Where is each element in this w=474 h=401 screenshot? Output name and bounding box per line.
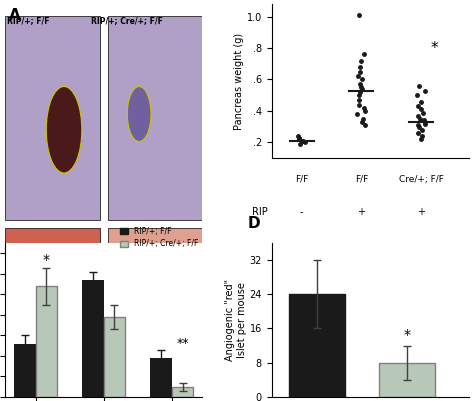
FancyBboxPatch shape [108,228,202,397]
Legend: RIP/+; F/F, RIP/+; Cre/+; F/F: RIP/+; F/F, RIP/+; Cre/+; F/F [120,227,199,249]
Bar [289,294,345,397]
Bar [14,344,36,397]
FancyBboxPatch shape [5,16,100,220]
Text: A: A [9,8,20,23]
Text: *: * [43,253,50,267]
Text: **: ** [176,337,189,350]
Bar [104,317,125,397]
Bar [150,358,172,397]
Text: *: * [431,41,438,56]
Y-axis label: Pancreas weight (g): Pancreas weight (g) [234,32,244,130]
Text: D: D [248,216,261,231]
Text: 500 μm: 500 μm [15,377,36,382]
FancyBboxPatch shape [5,228,100,397]
Bar [36,286,57,397]
Ellipse shape [46,87,82,173]
Bar [172,387,193,397]
Text: RIP/+; F/F: RIP/+; F/F [7,16,50,25]
Ellipse shape [128,87,151,142]
Text: +: + [417,207,425,217]
Text: *: * [404,328,410,342]
FancyBboxPatch shape [108,16,202,220]
Bar [82,280,104,397]
Text: RIP: RIP [252,207,268,217]
Y-axis label: Angiogenic "red"
Islet per mouse: Angiogenic "red" Islet per mouse [225,279,246,361]
Text: RIP/+; Cre/+; F/F: RIP/+; Cre/+; F/F [91,16,163,25]
Text: +: + [357,207,365,217]
Text: -: - [300,207,303,217]
Bar [379,363,436,397]
